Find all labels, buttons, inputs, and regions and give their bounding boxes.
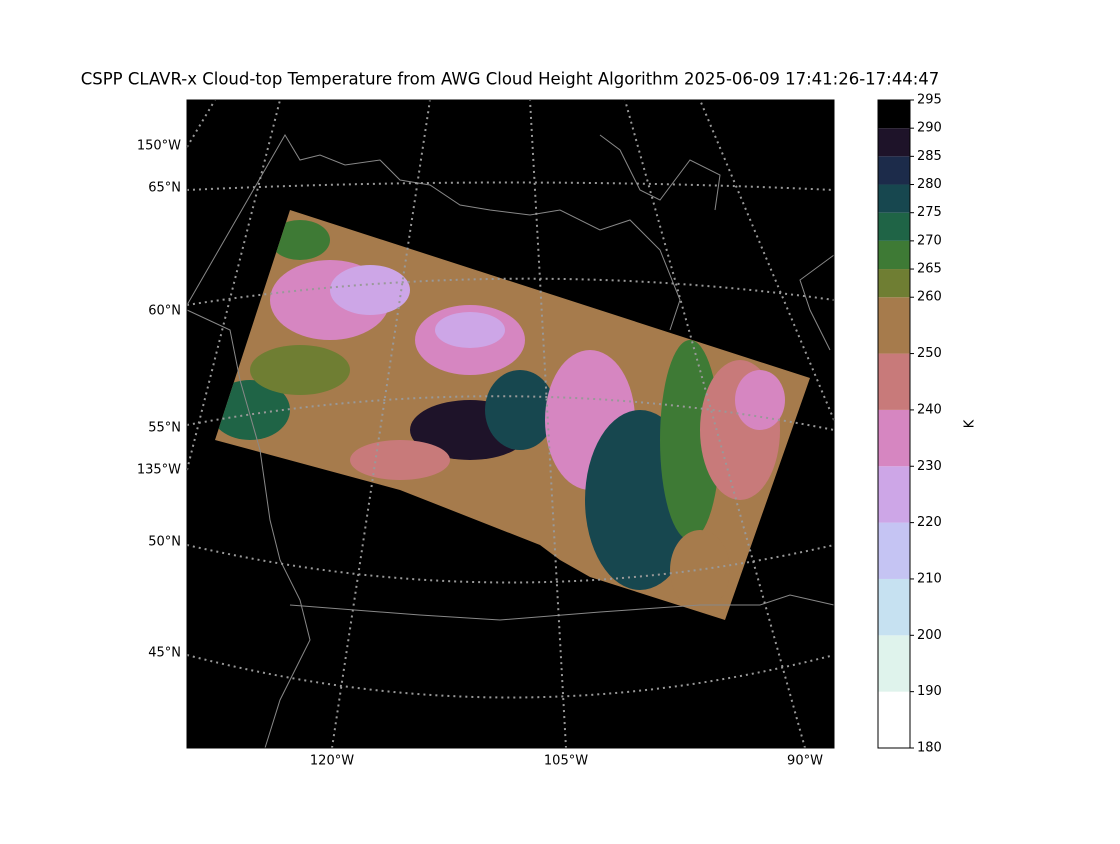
colorbar-tick-label: 265 <box>917 262 942 277</box>
colorbar-bin <box>878 297 910 354</box>
colorbar-tick-label: 180 <box>917 741 942 756</box>
colorbar-bin <box>878 691 910 748</box>
lat-lon-label: 60°N <box>148 304 181 319</box>
colorbar-bin <box>878 353 910 410</box>
colorbar-tick-label: 220 <box>917 515 942 530</box>
colorbar-tick-label: 295 <box>917 93 942 108</box>
colorbar-bin <box>878 635 910 692</box>
colorbar-bin <box>878 409 910 467</box>
colorbar-tick-label: 270 <box>917 233 942 248</box>
colorbar-bin <box>878 212 910 241</box>
title: CSPP CLAVR-x Cloud-top Temperature from … <box>81 70 940 89</box>
colorbar-tick-label: 240 <box>917 402 942 417</box>
coastlines <box>186 134 835 749</box>
colorbar-bin <box>878 128 910 157</box>
colorbar-tick-label: 190 <box>917 684 942 699</box>
lon-label: 105°W <box>544 754 588 769</box>
lat-lon-label: 55°N <box>148 421 181 436</box>
lat-lon-label: 65°N <box>148 181 181 196</box>
map-frame <box>186 99 835 749</box>
colorbar-tick-label: 210 <box>917 571 942 586</box>
colorbar-bin <box>878 522 910 579</box>
lat-lon-label: 45°N <box>148 646 181 661</box>
colorbar-bin <box>878 466 910 523</box>
colorbar-bin <box>878 184 910 213</box>
colorbar-bin <box>878 269 910 298</box>
colorbar-tick-label: 285 <box>917 149 942 164</box>
colorbar-tick-label: 250 <box>917 346 942 361</box>
colorbar-tick-label: 275 <box>917 205 942 220</box>
colorbar-tick-label: 260 <box>917 290 942 305</box>
colorbar-tick-label: 200 <box>917 628 942 643</box>
colorbar-tick-label: 290 <box>917 121 942 136</box>
colorbar-tick-label: 230 <box>917 459 942 474</box>
lat-lon-label: 150°W <box>137 139 181 154</box>
lat-lon-label: 50°N <box>148 535 181 550</box>
graticule <box>186 99 835 749</box>
colorbar-label: K <box>963 419 978 428</box>
lon-label: 90°W <box>787 754 823 769</box>
colorbar-bin <box>878 578 910 636</box>
colorbar-bin <box>878 156 910 185</box>
colorbar-bin <box>878 100 910 129</box>
lat-lon-label: 135°W <box>137 463 181 478</box>
colorbar-tick-label: 280 <box>917 177 942 192</box>
lon-label: 120°W <box>310 754 354 769</box>
colorbar-bin <box>878 240 910 270</box>
colorbar-frame <box>877 99 911 749</box>
